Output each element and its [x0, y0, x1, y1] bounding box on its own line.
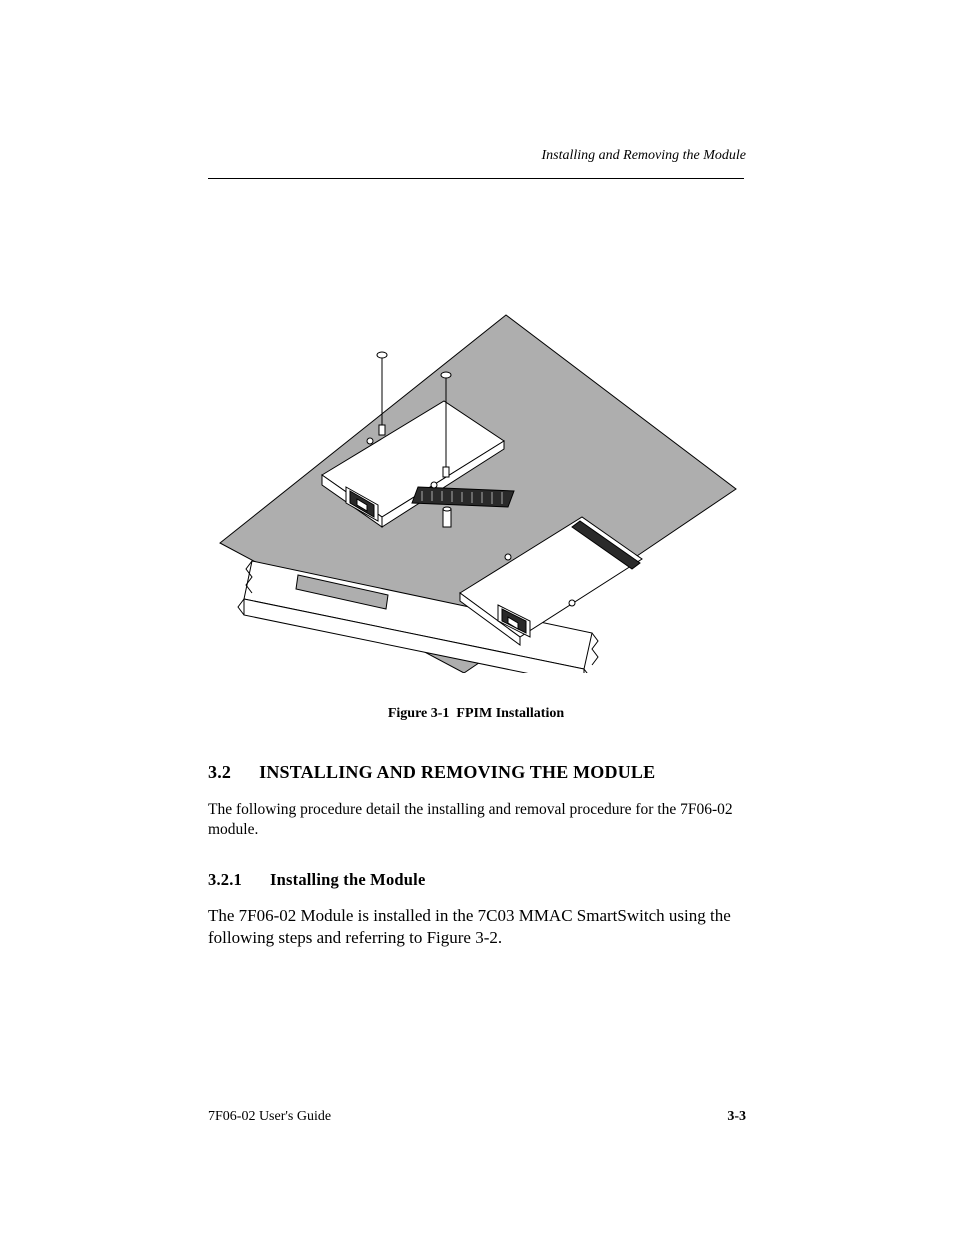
section-title: INSTALLING AND REMOVING THE MODULE: [259, 762, 655, 782]
section-number: 3.2: [208, 762, 231, 783]
footer-right-page-number: 3-3: [727, 1109, 746, 1125]
figure-caption-text: FPIM Installation: [456, 706, 564, 721]
page: Installing and Removing the Module: [0, 0, 954, 1235]
figure-caption: Figure 3-1 FPIM Installation: [208, 706, 744, 722]
footer-left: 7F06-02 User's Guide: [208, 1109, 331, 1125]
section-body-3-2-1: The 7F06-02 Module is installed in the 7…: [208, 905, 744, 949]
section-heading-3-2-1: 3.2.1 Installing the Module: [208, 870, 425, 890]
figure-caption-label: Figure 3-1: [388, 706, 450, 721]
running-head: Installing and Removing the Module: [541, 148, 746, 164]
subsection-number: 3.2.1: [208, 870, 242, 890]
header-rule: [208, 178, 744, 179]
section-body-3-2: The following procedure detail the insta…: [208, 800, 744, 840]
section-heading-3-2: 3.2 INSTALLING AND REMOVING THE MODULE: [208, 762, 655, 783]
figure-fpim-installation: [212, 305, 740, 673]
subsection-title: Installing the Module: [270, 870, 425, 889]
board-connector: [412, 487, 514, 507]
